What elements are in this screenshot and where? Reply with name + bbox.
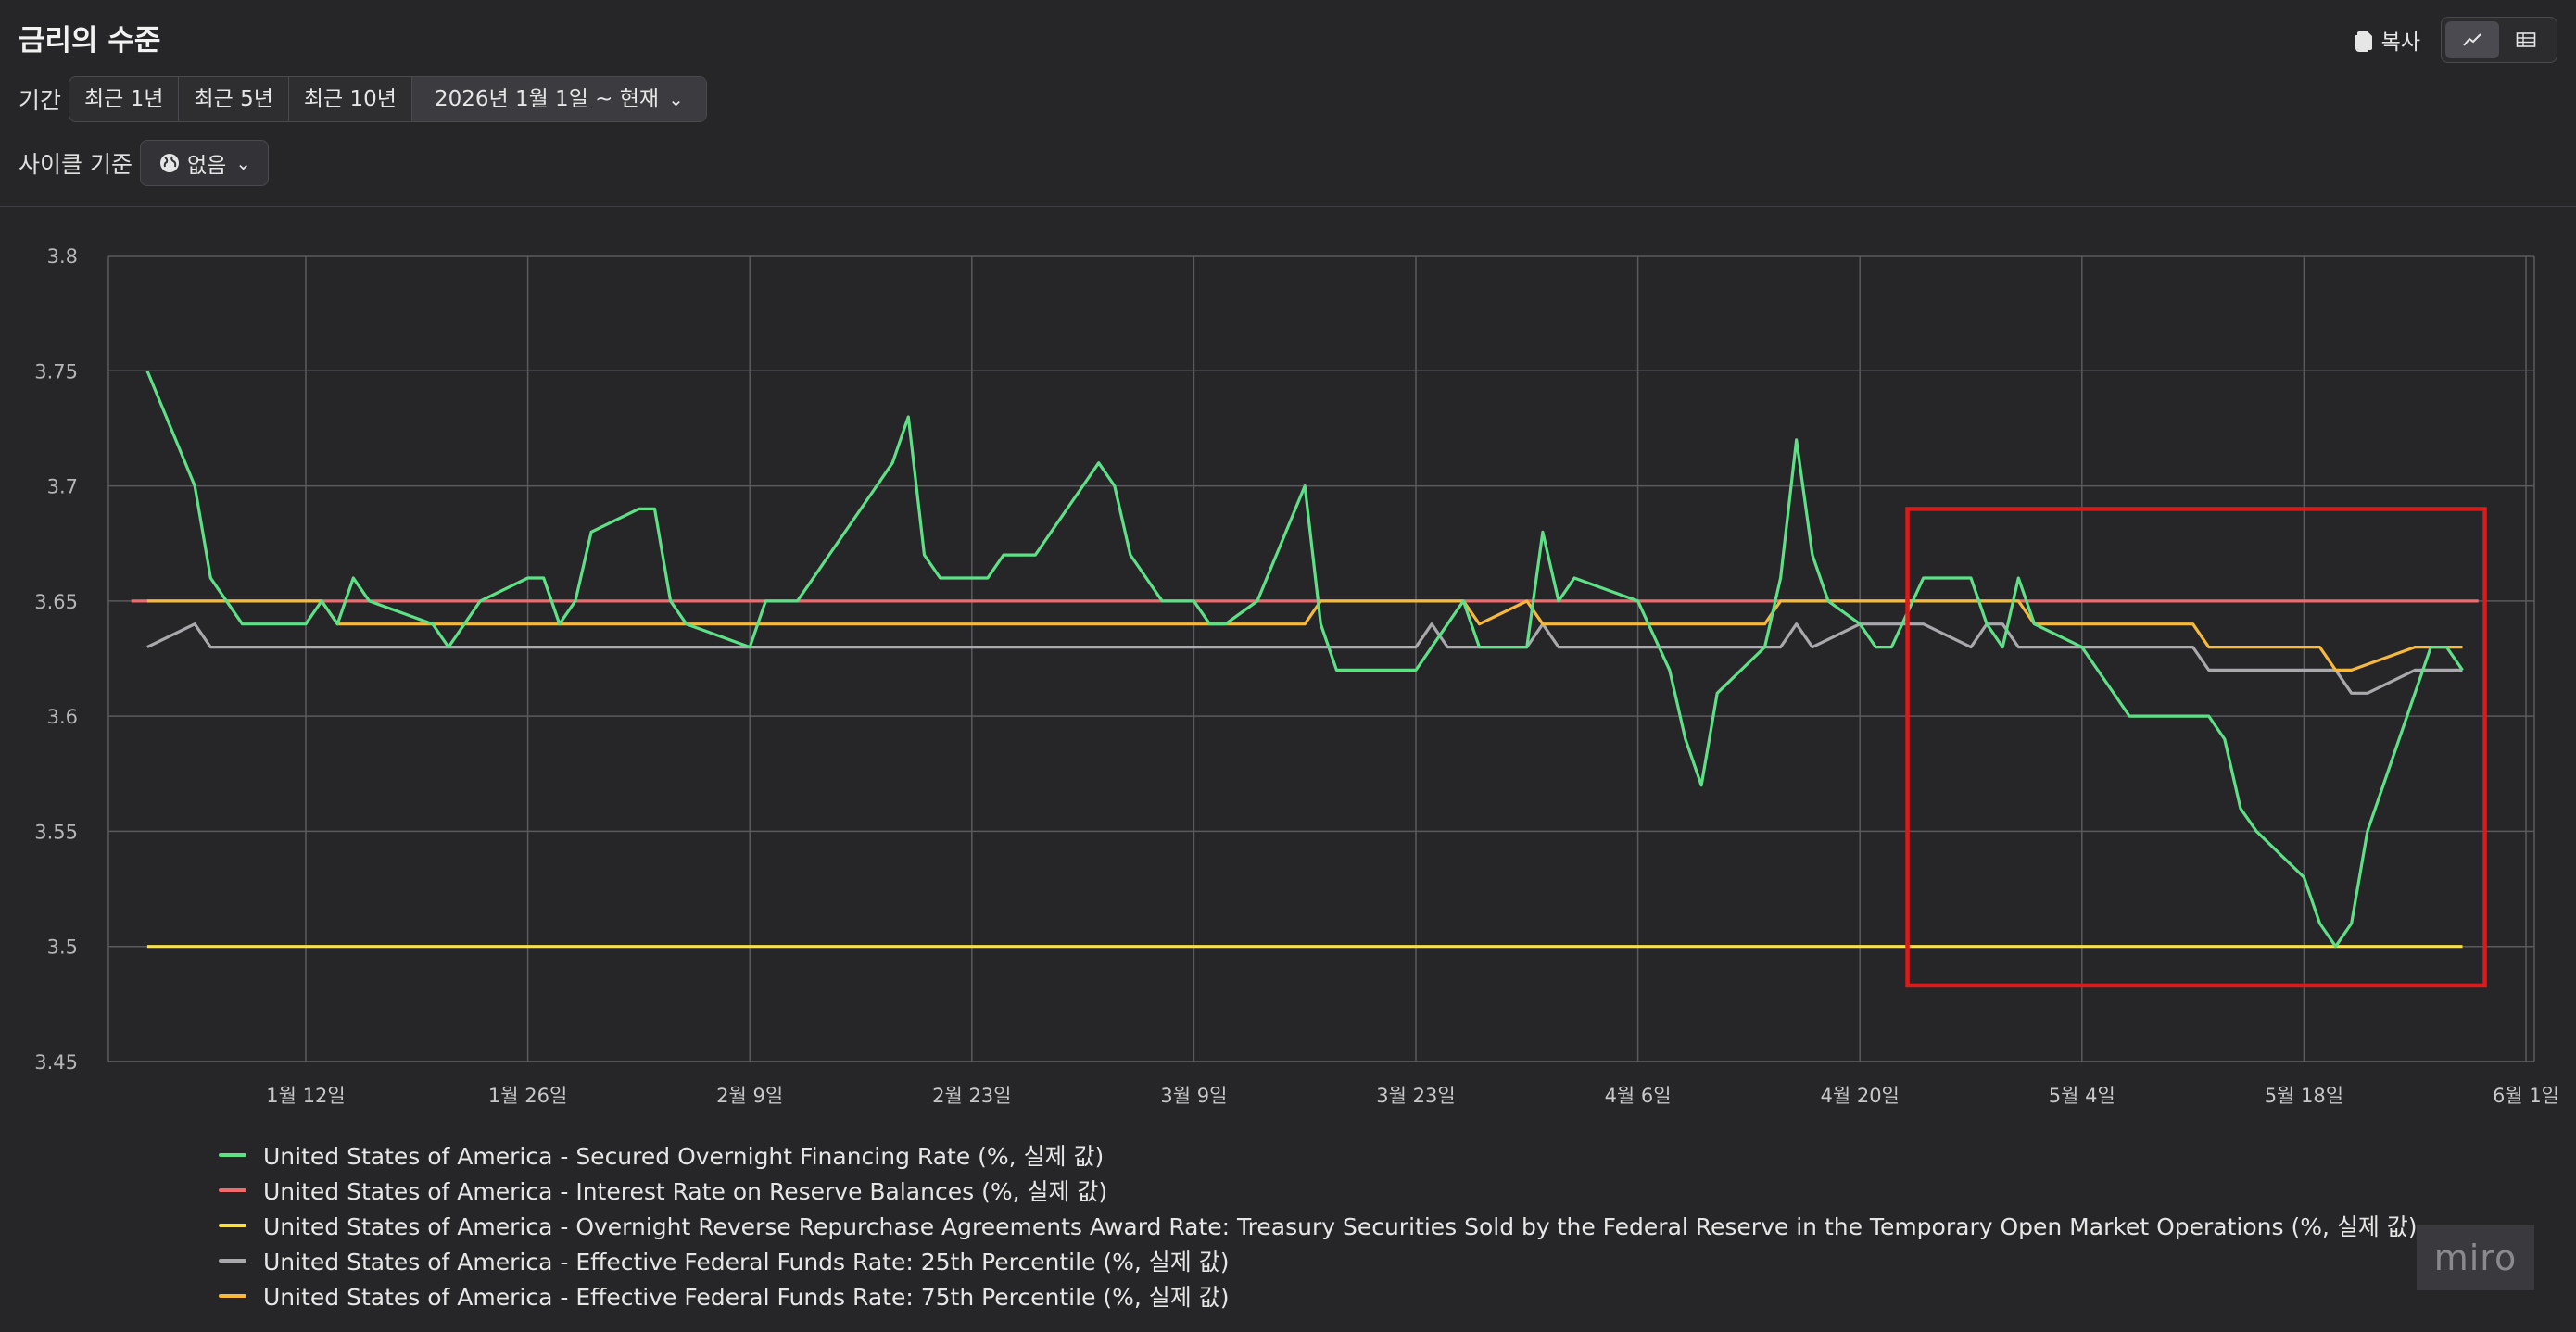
x-tick-label: 5월 18일	[2265, 1085, 2343, 1107]
x-tick-label: 3월 23일	[1376, 1085, 1455, 1107]
x-tick-label: 5월 4일	[2049, 1085, 2115, 1107]
x-tick-label: 4월 20일	[1820, 1085, 1899, 1107]
copy-button[interactable]: 복사	[2354, 24, 2420, 56]
miro-watermark: miro	[2417, 1225, 2534, 1290]
x-tick-label: 2월 23일	[932, 1085, 1011, 1107]
legend-item-effr-75[interactable]: United States of America - Effective Fed…	[219, 1278, 2418, 1313]
period-option-1y[interactable]: 최근 1년	[69, 77, 180, 121]
table-view-button[interactable]	[2499, 21, 2553, 58]
legend-item-sofr[interactable]: United States of America - Secured Overn…	[219, 1137, 2418, 1173]
globe-icon	[159, 154, 179, 172]
legend-swatch	[219, 1188, 246, 1192]
x-tick-label: 1월 12일	[266, 1085, 345, 1107]
y-tick-label: 3.65	[34, 591, 78, 613]
header-divider	[0, 206, 2576, 207]
legend-swatch	[219, 1224, 246, 1227]
y-tick-label: 3.75	[34, 360, 78, 383]
legend-item-iorb[interactable]: United States of America - Interest Rate…	[219, 1173, 2418, 1208]
page-title: 금리의 수준	[19, 24, 161, 57]
table-icon	[2516, 32, 2536, 47]
period-option-5y[interactable]: 최근 5년	[179, 77, 289, 121]
x-tick-label: 6월 1일	[2493, 1085, 2559, 1107]
legend-item-effr-25[interactable]: United States of America - Effective Fed…	[219, 1243, 2418, 1278]
toolbar: 복사	[2354, 17, 2557, 63]
legend-label: United States of America - Secured Overn…	[263, 1143, 1105, 1170]
series-line-0	[145, 370, 2464, 949]
period-filter: 기간 최근 1년 최근 5년 최근 10년 2026년 1월 1일 ~ 현재 ⌄	[19, 76, 707, 122]
y-tick-label: 3.8	[47, 245, 78, 268]
period-custom-range-dropdown[interactable]: 2026년 1월 1일 ~ 현재 ⌄	[411, 77, 706, 121]
period-selected-range: 2026년 1월 1일 ~ 현재	[434, 87, 660, 111]
line-chart-view-button[interactable]	[2445, 21, 2499, 58]
series-line-3	[146, 622, 2463, 695]
cycle-filter: 사이클 기준 없음 ⌄	[19, 139, 270, 187]
cycle-dropdown[interactable]: 없음 ⌄	[139, 140, 270, 186]
y-tick-label: 3.55	[34, 821, 78, 843]
chart-legend: United States of America - Secured Overn…	[219, 1137, 2418, 1313]
legend-swatch	[219, 1153, 246, 1157]
x-tick-label: 3월 9일	[1160, 1085, 1227, 1107]
x-tick-label: 4월 6일	[1605, 1085, 1672, 1107]
legend-item-onrrp[interactable]: United States of America - Overnight Rev…	[219, 1208, 2418, 1243]
x-tick-label: 1월 26일	[488, 1085, 567, 1107]
y-tick-label: 3.6	[47, 706, 78, 728]
cycle-label: 사이클 기준	[19, 151, 133, 178]
cycle-value: 없음	[186, 154, 227, 178]
legend-label: United States of America - Effective Fed…	[263, 1284, 1230, 1311]
y-tick-label: 3.45	[34, 1051, 78, 1074]
y-tick-label: 3.5	[47, 936, 78, 959]
chevron-down-icon: ⌄	[235, 152, 252, 174]
series-line-4	[146, 599, 2463, 672]
period-label: 기간	[19, 87, 62, 114]
copy-label: 복사	[2380, 31, 2420, 55]
view-toggle	[2441, 17, 2557, 63]
legend-label: United States of America - Interest Rate…	[263, 1178, 1108, 1205]
period-option-10y[interactable]: 최근 10년	[289, 77, 412, 121]
legend-swatch	[219, 1259, 246, 1263]
legend-swatch	[219, 1294, 246, 1298]
x-tick-label: 2월 9일	[716, 1085, 783, 1107]
period-segmented-control: 최근 1년 최근 5년 최근 10년 2026년 1월 1일 ~ 현재 ⌄	[69, 76, 707, 122]
line-chart-icon	[2463, 33, 2481, 46]
rate-chart: 3.45 3.5 3.55 3.6 3.65 3.7 3.75 3.8 1월 12일 1월 26일…	[34, 245, 2559, 1107]
chevron-down-icon: ⌄	[668, 88, 684, 110]
legend-label: United States of America - Effective Fed…	[263, 1249, 1230, 1275]
y-tick-label: 3.7	[47, 476, 78, 498]
legend-label: United States of America - Overnight Rev…	[263, 1213, 2418, 1240]
copy-icon	[2355, 31, 2372, 52]
highlight-box	[1905, 507, 2487, 988]
